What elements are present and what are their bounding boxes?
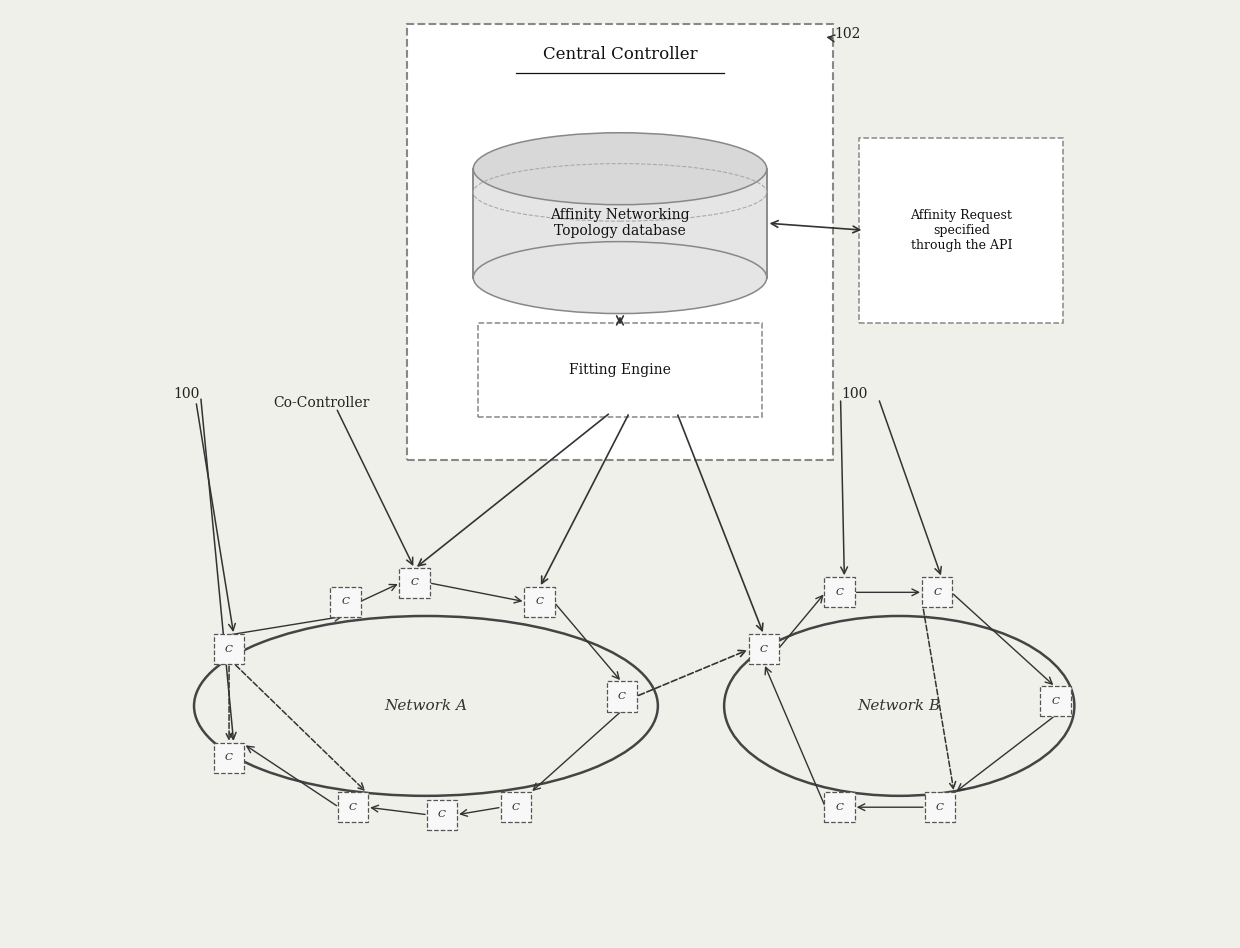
FancyBboxPatch shape bbox=[923, 577, 952, 608]
Text: 100: 100 bbox=[174, 387, 200, 401]
Text: C: C bbox=[1052, 697, 1059, 705]
Text: C: C bbox=[512, 803, 520, 811]
Text: Fitting Engine: Fitting Engine bbox=[569, 363, 671, 377]
Text: C: C bbox=[536, 597, 543, 607]
FancyBboxPatch shape bbox=[859, 138, 1063, 322]
Text: C: C bbox=[836, 803, 843, 811]
FancyBboxPatch shape bbox=[501, 793, 531, 822]
Text: C: C bbox=[341, 597, 350, 607]
Text: C: C bbox=[618, 692, 626, 701]
FancyBboxPatch shape bbox=[215, 634, 244, 665]
FancyBboxPatch shape bbox=[215, 743, 244, 774]
FancyBboxPatch shape bbox=[606, 682, 637, 712]
Text: C: C bbox=[410, 578, 419, 588]
FancyBboxPatch shape bbox=[749, 634, 779, 665]
Text: C: C bbox=[348, 803, 357, 811]
Text: Network B: Network B bbox=[858, 699, 941, 713]
Text: Affinity Networking
Topology database: Affinity Networking Topology database bbox=[551, 208, 689, 238]
FancyBboxPatch shape bbox=[477, 322, 763, 417]
FancyBboxPatch shape bbox=[427, 799, 458, 830]
Text: Central Controller: Central Controller bbox=[543, 46, 697, 64]
Text: Affinity Request
specified
through the API: Affinity Request specified through the A… bbox=[910, 209, 1012, 252]
Text: C: C bbox=[224, 754, 233, 762]
Ellipse shape bbox=[474, 133, 766, 205]
Text: C: C bbox=[836, 588, 843, 597]
FancyBboxPatch shape bbox=[1040, 686, 1070, 717]
Text: 102: 102 bbox=[835, 27, 861, 41]
FancyBboxPatch shape bbox=[330, 587, 361, 617]
FancyBboxPatch shape bbox=[525, 587, 554, 617]
FancyBboxPatch shape bbox=[399, 568, 430, 598]
Polygon shape bbox=[474, 169, 766, 278]
FancyBboxPatch shape bbox=[339, 793, 368, 822]
FancyBboxPatch shape bbox=[825, 577, 854, 608]
FancyBboxPatch shape bbox=[407, 25, 833, 460]
Text: C: C bbox=[934, 588, 941, 597]
FancyBboxPatch shape bbox=[925, 793, 955, 822]
Text: C: C bbox=[760, 645, 768, 653]
Text: C: C bbox=[936, 803, 944, 811]
FancyBboxPatch shape bbox=[825, 793, 854, 822]
Text: Network A: Network A bbox=[384, 699, 467, 713]
Text: C: C bbox=[438, 811, 446, 819]
Text: Co-Controller: Co-Controller bbox=[274, 396, 370, 410]
Ellipse shape bbox=[474, 242, 766, 314]
Text: C: C bbox=[224, 645, 233, 653]
Text: 100: 100 bbox=[842, 387, 868, 401]
